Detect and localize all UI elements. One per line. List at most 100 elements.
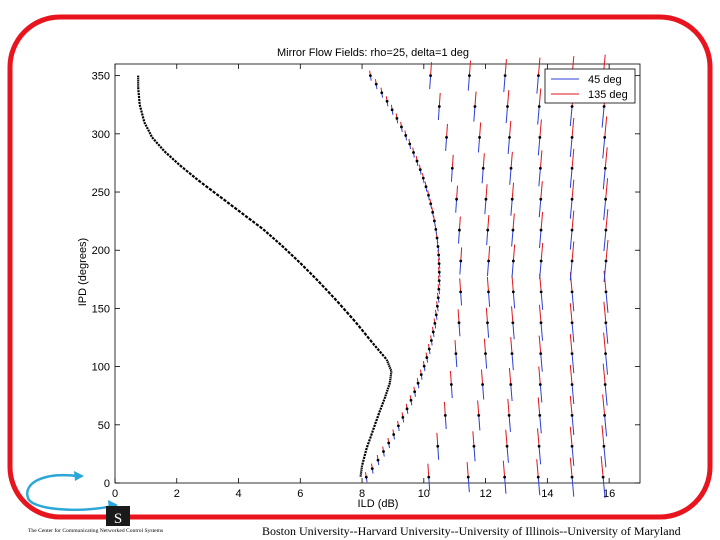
vector-45 [512,291,516,309]
curve-segment [244,214,249,219]
vector-origin [604,352,607,356]
vector-45 [467,75,470,91]
vector-135 [538,88,542,107]
curve-segment [149,134,153,138]
vector-45 [506,446,509,463]
vector-origin [487,290,490,294]
curve-segment [191,174,196,178]
x-tick-label: 12 [479,488,491,500]
curve-segment [176,162,180,166]
vector-origin [427,193,430,197]
vector-origin [374,82,378,86]
curve-segment [345,311,350,316]
vector-origin [459,259,463,263]
vector-135 [571,117,575,138]
vector-135 [602,394,606,416]
curve-segment [355,321,359,326]
curve-segment [321,284,325,289]
vector-origin [437,287,441,291]
curve-segment [364,450,367,454]
vector-45 [512,322,515,340]
vector-45 [571,446,575,466]
vector-origin [570,105,574,108]
vector-135 [460,247,463,261]
vector-135 [510,151,513,169]
vector-origin [604,228,608,232]
curve-segment [140,110,143,113]
vector-origin [437,279,441,283]
vector-45 [603,446,607,468]
vector-45 [569,230,573,250]
vector-45 [604,415,608,437]
vector-45 [603,230,607,252]
vector-45 [445,137,448,151]
vector-origin [508,136,511,139]
curve-segment [342,307,347,312]
logo-arc-arrow [26,474,114,511]
logo-letter: S [114,511,122,527]
curve-segment [361,459,365,463]
vector-45 [538,168,541,187]
vector-origin [570,166,574,170]
vector-origin [602,105,606,108]
curve-segment [368,438,371,442]
vector-135 [512,244,516,262]
y-tick-label: 350 [92,71,110,83]
vector-45 [571,384,575,405]
vector-135 [436,432,439,447]
curve-segment [166,152,170,157]
vector-origin [445,136,448,139]
vector-45 [569,199,573,219]
curve-segment [299,262,304,266]
curve-segment [208,187,213,192]
y-tick-label: 0 [104,478,110,490]
logo-caption: The Center for Communicating Networked C… [28,528,164,534]
y-axis: 0 50 100 150 200 250 300 350 [92,71,640,490]
curve-segment [265,231,270,235]
vector-origin [570,259,574,263]
vector-135 [571,210,575,231]
vector-origin [454,352,458,356]
vector-135 [468,60,472,76]
vector-origin [432,219,436,223]
vector-45 [458,322,461,337]
vector-origin [539,228,543,232]
curve-segment [365,444,369,448]
vector-45 [511,230,514,247]
vector-origin [481,166,485,170]
vector-origin [539,321,543,325]
vector-135 [446,123,448,138]
vector-135 [508,120,512,138]
curve-segment [383,356,387,360]
vector-origin [473,105,477,108]
vector-135 [438,92,441,107]
curve-segment [333,297,338,302]
vector-45 [571,291,575,312]
curve-segment [385,359,389,362]
curve-segment [201,182,206,186]
vector-45 [602,477,606,499]
curve-segment [357,325,362,330]
curve-segment [381,353,385,357]
curve-segment [204,184,209,189]
vector-45 [537,137,541,156]
vector-45 [455,353,458,368]
curve-segment [388,365,391,368]
vector-origin [370,467,374,471]
vector-45 [601,106,605,128]
vector-45 [488,291,491,307]
vector-45 [538,199,542,218]
vector-45 [510,384,513,402]
vector-origin [604,259,608,263]
vector-origin [396,424,400,428]
vector-origin [603,414,607,417]
curve-segment [163,150,167,154]
vector-45 [481,168,484,184]
vector-135 [449,370,452,385]
y-tick-label: 200 [92,245,110,257]
vector-origin [459,290,463,294]
vector-45 [484,199,487,215]
vector-origin [421,176,425,180]
vector-origin [419,373,423,377]
